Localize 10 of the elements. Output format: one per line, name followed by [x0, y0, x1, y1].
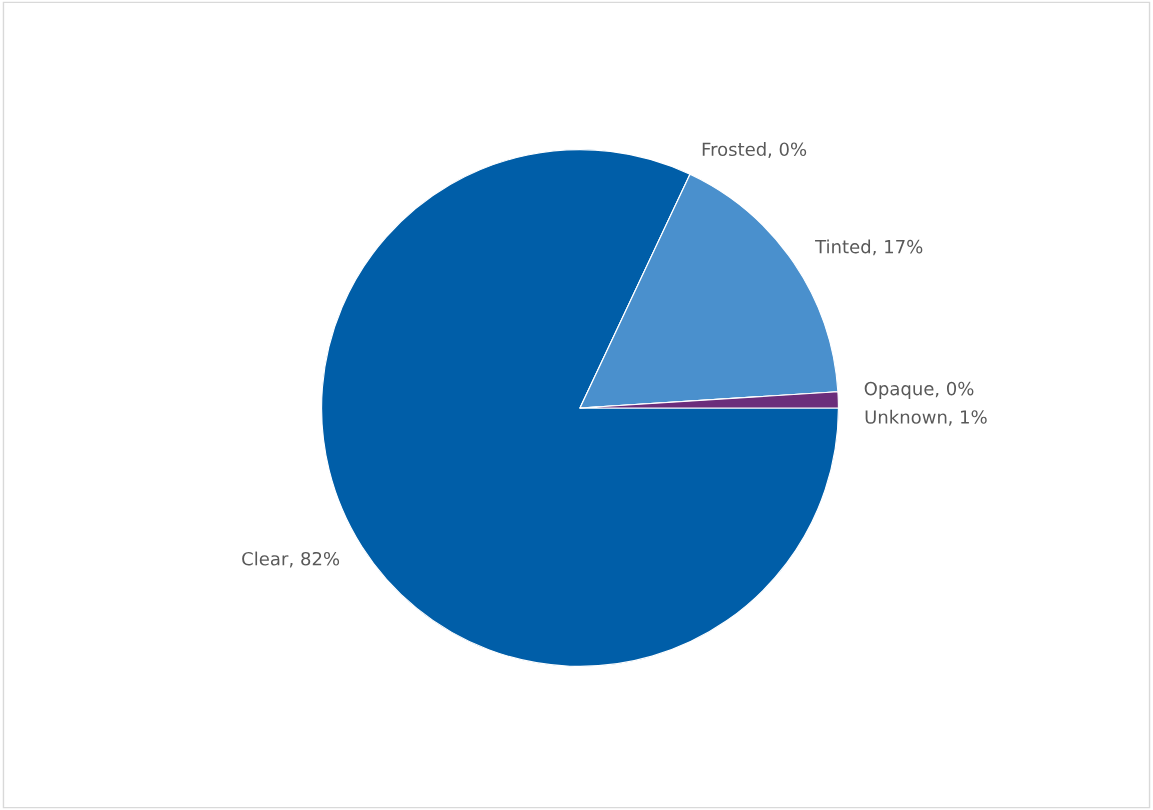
data-label: , 1%	[948, 410, 987, 426]
text: , 0%	[935, 381, 974, 398]
category-label: Opaque	[864, 381, 934, 399]
data-label: , 17%	[873, 239, 923, 256]
slice-label: Clear	[242, 551, 289, 566]
slice-label: Tinted	[815, 239, 871, 254]
category-label: Frosted	[702, 142, 766, 157]
slice-label: Unknown	[865, 409, 947, 424]
text: , 0%	[768, 142, 807, 158]
data-label: , 82%	[289, 551, 340, 568]
